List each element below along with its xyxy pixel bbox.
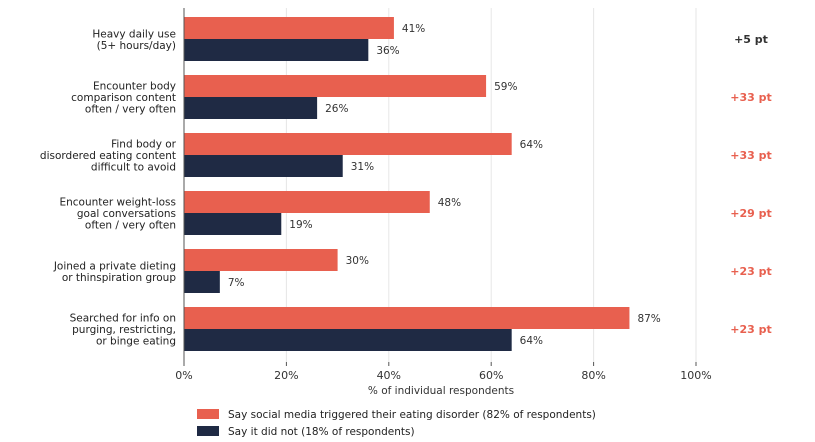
x-tick-label: 0% — [175, 369, 192, 382]
difference-label: +33 pt — [730, 91, 772, 104]
labels-layer: 41%36% Heavy daily use(5+ hours/day) +5 pt… — [40, 23, 772, 348]
bar-not-triggered — [184, 39, 369, 61]
bar-value-label: 41% — [402, 23, 425, 35]
legend-label-triggered: Say social media triggered their eating … — [228, 409, 596, 421]
x-tick-label: 100% — [680, 369, 711, 382]
category-label: goal conversations — [77, 208, 176, 220]
bar-not-triggered — [184, 329, 512, 351]
bar-not-triggered — [184, 271, 220, 293]
category-label: or thinspiration group — [62, 272, 177, 284]
category-label: Joined a private dieting — [53, 260, 176, 272]
category-label: Find body or — [111, 139, 177, 151]
x-tick-label: 60% — [479, 369, 503, 382]
difference-label: +23 pt — [730, 323, 772, 336]
category-label: (5+ hours/day) — [97, 40, 176, 52]
category-label: Searched for info on — [70, 313, 176, 325]
axis-layer: 0% 20% 40% 60% 80% 100% — [175, 8, 712, 382]
category-label: often / very often — [85, 104, 176, 116]
category-label: often / very often — [85, 220, 176, 232]
bar-value-label: 19% — [289, 219, 312, 231]
category-label: comparison content — [71, 92, 176, 104]
bar-value-label: 36% — [376, 45, 399, 57]
bar-not-triggered — [184, 155, 343, 177]
bar-triggered — [184, 249, 338, 271]
bar-value-label: 26% — [325, 103, 348, 115]
bar-value-label: 31% — [351, 161, 374, 173]
legend: Say social media triggered their eating … — [197, 409, 596, 438]
bar-triggered — [184, 191, 430, 213]
bar-triggered — [184, 75, 487, 97]
legend-swatch-not-triggered — [197, 426, 219, 436]
bar-value-label: 64% — [520, 139, 543, 151]
bar-value-label: 7% — [228, 277, 245, 289]
legend-swatch-triggered — [197, 409, 219, 419]
difference-label: +33 pt — [730, 149, 772, 162]
category-label: difficult to avoid — [91, 162, 176, 174]
x-tick-label: 80% — [581, 369, 605, 382]
category-label: purging, restricting, — [72, 324, 176, 336]
difference-label: +29 pt — [730, 207, 772, 220]
bars-layer — [184, 17, 630, 351]
category-label: Encounter weight-loss — [60, 197, 177, 209]
x-tick-label: 40% — [377, 369, 401, 382]
bar-value-label: 30% — [346, 255, 369, 267]
difference-label: +23 pt — [730, 265, 772, 278]
bar-value-label: 87% — [637, 313, 660, 325]
category-label: disordered eating content — [40, 150, 176, 162]
bar-not-triggered — [184, 97, 318, 119]
bar-value-label: 59% — [494, 81, 517, 93]
bar-not-triggered — [184, 213, 282, 235]
bar-triggered — [184, 17, 394, 39]
category-label: Heavy daily use — [92, 28, 176, 40]
x-tick-label: 20% — [274, 369, 298, 382]
category-label: Encounter body — [93, 81, 176, 93]
bar-triggered — [184, 133, 512, 155]
x-axis-label: % of individual respondents — [368, 385, 514, 397]
bar-value-label: 64% — [520, 335, 543, 347]
bar-value-label: 48% — [438, 197, 461, 209]
bar-triggered — [184, 307, 630, 329]
category-label: or binge eating — [96, 336, 176, 348]
difference-label: +5 pt — [734, 33, 768, 46]
legend-label-not-triggered: Say it did not (18% of respondents) — [228, 426, 415, 438]
